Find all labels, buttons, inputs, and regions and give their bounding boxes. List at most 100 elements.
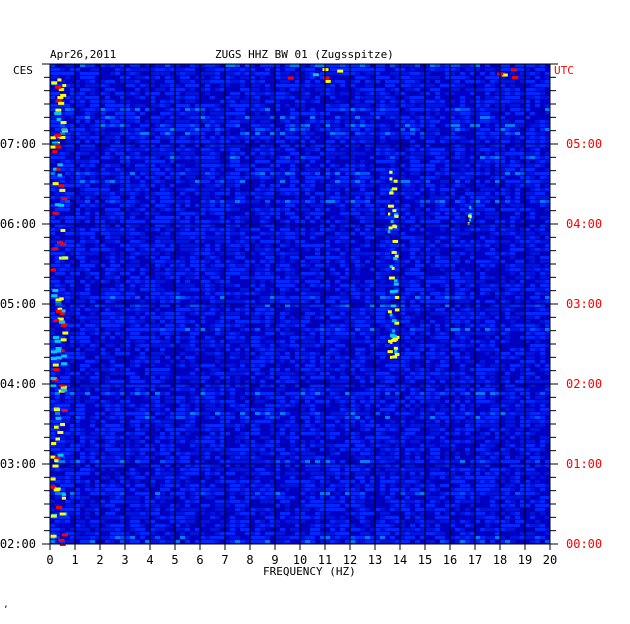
heatmap-cell xyxy=(410,120,415,123)
heatmap-cell xyxy=(535,240,540,243)
heatmap-cell xyxy=(365,216,370,219)
heatmap-cell xyxy=(280,192,285,195)
heatmap-cell xyxy=(240,120,245,123)
heatmap-cell xyxy=(430,184,435,187)
heatmap-cell xyxy=(160,240,165,243)
heatmap-cell xyxy=(175,260,180,263)
heatmap-cell xyxy=(410,224,415,227)
heatmap-cell xyxy=(245,68,250,71)
heatmap-cell xyxy=(520,288,525,291)
heatmap-cell xyxy=(270,224,275,227)
heatmap-cell xyxy=(220,136,225,139)
heatmap-cell xyxy=(415,116,420,119)
heatmap-cell xyxy=(85,292,90,295)
heatmap-cell xyxy=(545,96,550,99)
heatmap-cell xyxy=(220,212,225,215)
heatmap-cell xyxy=(295,244,300,247)
heatmap-cell xyxy=(345,296,350,299)
heatmap-cell xyxy=(135,132,140,135)
heatmap-cell xyxy=(305,272,310,275)
heatmap-cell xyxy=(190,280,195,283)
heatmap-cell xyxy=(250,136,255,139)
heatmap-cell xyxy=(215,144,220,147)
heatmap-cell xyxy=(190,148,195,151)
heatmap-cell xyxy=(160,300,165,303)
heatmap-cell xyxy=(55,280,60,283)
heatmap-cell xyxy=(515,276,520,279)
heatmap-cell xyxy=(490,208,495,211)
heatmap-cell xyxy=(475,212,480,215)
left-timezone-label: CES xyxy=(13,64,33,77)
heatmap-cell xyxy=(395,252,400,255)
heatmap-cell xyxy=(60,300,65,303)
heatmap-cell xyxy=(85,156,90,159)
heatmap-cell xyxy=(310,64,315,67)
heatmap-cell xyxy=(170,264,175,267)
heatmap-cell xyxy=(315,120,320,123)
heatmap-cell xyxy=(90,112,95,115)
heatmap-cell xyxy=(235,80,240,83)
heatmap-cell xyxy=(180,220,185,223)
heatmap-cell xyxy=(540,220,545,223)
heatmap-cell xyxy=(115,172,120,175)
heatmap-cell xyxy=(140,172,145,175)
heatmap-cell xyxy=(350,288,355,291)
heatmap-cell xyxy=(115,200,120,203)
heatmap-cell xyxy=(515,196,520,199)
heatmap-cell xyxy=(400,280,405,283)
heatmap-cell xyxy=(490,144,495,147)
heatmap-cell xyxy=(340,264,345,267)
heatmap-cell xyxy=(360,96,365,99)
heatmap-cell xyxy=(390,240,395,243)
heatmap-cell xyxy=(95,212,100,215)
heatmap-cell xyxy=(470,124,475,127)
heatmap-cell xyxy=(125,108,130,111)
heatmap-cell xyxy=(150,184,155,187)
heatmap-cell xyxy=(95,160,100,163)
heatmap-cell xyxy=(325,268,330,271)
heatmap-cell xyxy=(100,80,105,83)
heatmap-cell xyxy=(415,276,420,279)
heatmap-cell xyxy=(415,256,420,259)
heatmap-cell xyxy=(475,120,480,123)
heatmap-cell xyxy=(150,296,155,299)
heatmap-cell xyxy=(285,288,290,291)
heatmap-cell xyxy=(120,104,125,107)
heatmap-cell xyxy=(290,248,295,251)
heatmap-cell xyxy=(280,188,285,191)
heatmap-cell xyxy=(175,124,180,127)
heatmap-cell xyxy=(540,88,545,91)
heatmap-cell xyxy=(445,200,450,203)
heatmap-cell xyxy=(200,284,205,287)
heatmap-cell xyxy=(165,268,170,271)
heatmap-cell xyxy=(520,164,525,167)
heatmap-cell xyxy=(90,96,95,99)
heatmap-cell xyxy=(185,148,190,151)
heatmap-cell xyxy=(70,296,75,299)
heatmap-cell xyxy=(430,72,435,75)
heatmap-cell xyxy=(385,204,390,207)
heatmap-cell xyxy=(195,276,200,279)
heatmap-cell xyxy=(195,96,200,99)
heatmap-cell xyxy=(345,184,350,187)
heatmap-cell xyxy=(265,140,270,143)
heatmap-cell xyxy=(95,96,100,99)
heatmap-cell xyxy=(320,272,325,275)
heatmap-cell xyxy=(325,240,330,243)
heatmap-cell xyxy=(275,76,280,79)
heatmap-cell xyxy=(530,160,535,163)
heatmap-cell xyxy=(370,100,375,103)
date-label: Apr26,2011 xyxy=(50,48,117,61)
heatmap-cell xyxy=(205,292,210,295)
heatmap-cell xyxy=(445,168,450,171)
heatmap-cell xyxy=(345,232,350,235)
heatmap-cell xyxy=(210,268,215,271)
heatmap-cell xyxy=(205,188,210,191)
heatmap-cell xyxy=(460,252,465,255)
heatmap-cell xyxy=(545,80,550,83)
heatmap-cell xyxy=(165,236,170,239)
heatmap-cell xyxy=(130,252,135,255)
heatmap-cell xyxy=(260,200,265,203)
heatmap-cell xyxy=(295,68,300,71)
heatmap-cell xyxy=(220,92,225,95)
